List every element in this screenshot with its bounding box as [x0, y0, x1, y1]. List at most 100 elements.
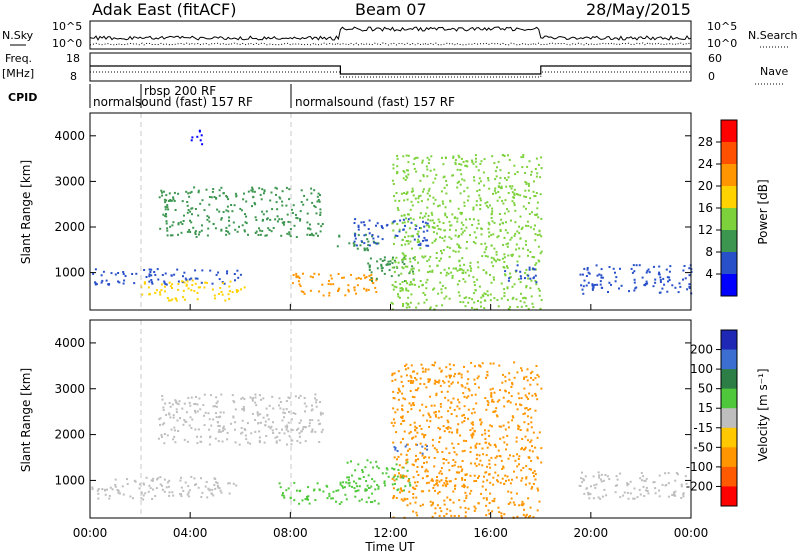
- range-cell: [445, 295, 448, 298]
- range-cell: [217, 292, 220, 295]
- range-cell: [508, 277, 511, 280]
- range-cell: [166, 297, 169, 299]
- range-cell: [404, 236, 406, 239]
- range-cell: [305, 405, 308, 408]
- range-cell: [461, 271, 464, 274]
- range-cell: [457, 514, 460, 517]
- range-cell: [353, 240, 356, 243]
- range-cell: [367, 249, 369, 252]
- range-cell: [393, 195, 395, 198]
- range-cell: [475, 442, 478, 445]
- range-cell: [198, 397, 201, 400]
- colorbar-tick-label: 100: [690, 362, 713, 376]
- range-cell: [150, 274, 153, 277]
- range-cell: [490, 394, 493, 397]
- range-cell: [396, 223, 399, 225]
- range-cell: [465, 497, 468, 500]
- range-cell: [385, 467, 388, 470]
- range-cell: [214, 487, 217, 490]
- range-cell: [311, 233, 314, 236]
- range-cell: [525, 483, 527, 486]
- range-cell: [493, 221, 496, 224]
- range-cell: [455, 453, 458, 456]
- range-cell: [190, 289, 193, 292]
- range-cell: [616, 484, 618, 487]
- time-x-axis: 00:00 04:00 08:00 12:00 16:00 20:00 00:00: [73, 304, 708, 540]
- range-cell: [410, 200, 413, 203]
- cpid-segment-1: rbsp 200 RF: [144, 84, 216, 98]
- range-cell: [444, 479, 447, 482]
- range-cell: [511, 191, 514, 194]
- range-cell: [461, 450, 464, 453]
- range-cell: [262, 397, 265, 400]
- range-cell: [444, 235, 447, 238]
- velocity-heatmap-cells: [91, 361, 688, 519]
- range-cell: [180, 486, 183, 489]
- range-cell: [222, 425, 225, 428]
- range-cell: [504, 199, 507, 202]
- range-cell: [463, 449, 466, 452]
- range-cell: [496, 166, 498, 169]
- range-cell: [438, 410, 441, 413]
- range-cell: [462, 483, 465, 486]
- range-cell: [532, 378, 535, 381]
- range-cell: [252, 196, 255, 199]
- range-cell: [290, 443, 293, 446]
- range-cell: [516, 171, 519, 173]
- range-cell: [419, 216, 421, 219]
- range-cell: [345, 498, 348, 501]
- range-cell: [461, 478, 464, 481]
- range-cell: [487, 179, 490, 182]
- range-cell: [515, 298, 518, 301]
- range-cell: [426, 175, 429, 178]
- range-cell: [308, 422, 311, 425]
- range-cell: [186, 201, 189, 203]
- range-cell: [404, 258, 407, 261]
- range-cell: [434, 413, 437, 416]
- range-cell: [463, 405, 466, 408]
- range-cell: [412, 402, 415, 404]
- range-cell: [667, 472, 670, 474]
- range-cell: [448, 363, 451, 366]
- range-cell: [444, 396, 447, 399]
- range-cell: [647, 492, 650, 495]
- range-cell: [397, 455, 400, 458]
- range-cell: [301, 428, 304, 431]
- range-cell: [304, 426, 307, 429]
- range-cell: [438, 441, 441, 443]
- range-cell: [160, 289, 163, 292]
- range-cell: [234, 279, 236, 282]
- range-cell: [538, 500, 541, 503]
- colorbar-swatch: [721, 330, 737, 351]
- range-cell: [536, 436, 539, 439]
- range-cell: [398, 296, 401, 299]
- range-cell: [511, 185, 514, 188]
- range-cell: [185, 411, 188, 414]
- range-cell: [521, 369, 523, 372]
- range-cell: [392, 496, 395, 498]
- range-cell: [488, 473, 491, 476]
- range-cell: [581, 481, 584, 484]
- range-cell: [319, 411, 322, 414]
- range-cell: [447, 425, 450, 428]
- range-cell: [499, 230, 502, 232]
- range-cell: [299, 394, 302, 397]
- range-cell: [474, 383, 477, 385]
- range-cell: [501, 477, 504, 480]
- range-cell: [392, 397, 395, 399]
- range-cell: [498, 196, 501, 199]
- range-cell: [428, 158, 431, 161]
- range-cell: [476, 261, 479, 264]
- range-cell: [464, 305, 467, 308]
- range-cell: [518, 463, 520, 466]
- range-cell: [458, 280, 461, 282]
- range-cell: [434, 512, 437, 515]
- range-cell: [338, 503, 341, 505]
- range-cell: [426, 448, 429, 451]
- range-cell: [183, 402, 186, 405]
- range-cell: [488, 459, 491, 462]
- range-cell: [347, 288, 350, 291]
- range-cell: [435, 392, 438, 395]
- range-cell: [403, 171, 406, 174]
- range-cell: [446, 480, 448, 483]
